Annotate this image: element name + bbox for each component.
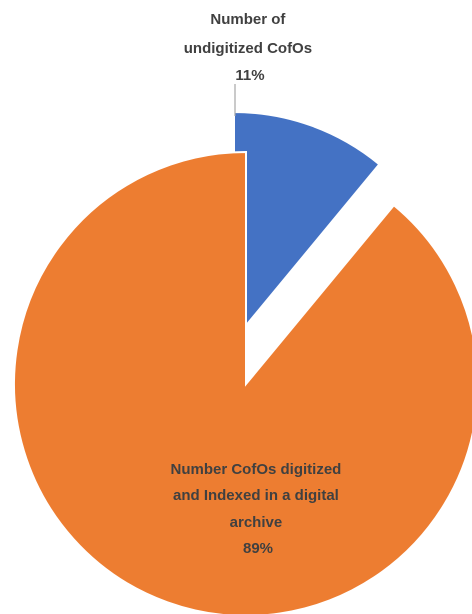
- data-label-digitized-line-3: archive: [230, 514, 283, 531]
- data-label-undigitized-line-1: Number of: [210, 11, 286, 28]
- data-label-digitized-percent: 89%: [243, 540, 273, 557]
- data-label-undigitized-percent: 11%: [235, 67, 264, 84]
- pie-slices: [13, 110, 472, 614]
- pie-slice-undigitized: [233, 110, 381, 343]
- data-label-digitized-line-1: Number CofOs digitized: [170, 461, 341, 478]
- data-label-undigitized-line-2: undigitized CofOs: [184, 40, 312, 57]
- pie-slice-digitized: [13, 150, 472, 614]
- data-label-undigitized: Number of undigitized CofOs 11%: [184, 11, 317, 84]
- data-label-digitized: Number CofOs digitized and Indexed in a …: [170, 461, 345, 557]
- data-label-digitized-line-2: and Indexed in a digital: [173, 487, 339, 504]
